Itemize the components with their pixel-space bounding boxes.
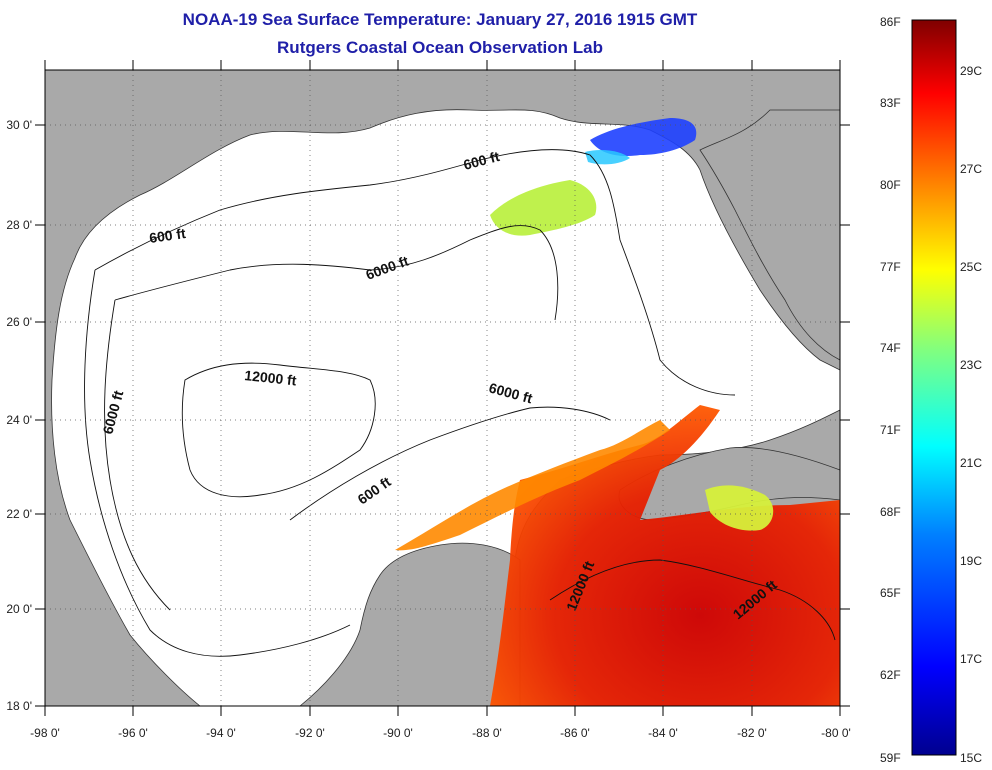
colorbar-f-label: 74F xyxy=(880,341,901,355)
lat-label: 28 0' xyxy=(6,218,32,232)
colorbar-c-label: 25C xyxy=(960,260,982,274)
lat-label: 22 0' xyxy=(6,507,32,521)
axis-ticks xyxy=(35,60,850,716)
colorbar xyxy=(911,19,957,756)
lon-label: -84 0' xyxy=(648,726,678,740)
lat-label: 18 0' xyxy=(6,699,32,713)
contour-600ft-west xyxy=(84,269,351,657)
sst-yellow-patch xyxy=(705,485,774,531)
florida-land xyxy=(699,109,841,361)
lon-label: -80 0' xyxy=(821,726,851,740)
latitude-labels: 18 0' 20 0' 22 0' 24 0' 26 0' 28 0' 30 0… xyxy=(6,118,32,713)
colorbar-f-label: 80F xyxy=(880,178,901,192)
colorbar-f-label: 71F xyxy=(880,423,901,437)
colorbar-c-label: 29C xyxy=(960,64,982,78)
map-title: NOAA-19 Sea Surface Temperature: January… xyxy=(182,10,698,29)
contour-12000ft-east xyxy=(549,559,836,641)
sst-green-patch xyxy=(490,180,597,236)
colorbar-c-label: 15C xyxy=(960,751,982,765)
contour-6000ft xyxy=(114,225,559,321)
sst-cool-patch xyxy=(590,118,697,157)
map-subtitle: Rutgers Coastal Ocean Observation Lab xyxy=(277,38,603,57)
longitude-labels: -98 0' -96 0' -94 0' -92 0' -90 0' -88 0… xyxy=(30,726,851,740)
bathymetry-contours xyxy=(84,149,836,657)
colorbar-f-label: 86F xyxy=(880,15,901,29)
colorbar-c-label: 19C xyxy=(960,554,982,568)
contour-label-12000-west: 12000 ft xyxy=(244,367,298,388)
colorbar-f-label: 77F xyxy=(880,260,901,274)
lon-label: -86 0' xyxy=(560,726,590,740)
colorbar-f-label: 68F xyxy=(880,505,901,519)
contour-6000ft-west xyxy=(104,299,171,611)
graticule xyxy=(45,70,840,706)
lon-label: -88 0' xyxy=(472,726,502,740)
colorbar-f-label: 83F xyxy=(880,96,901,110)
lon-label: -92 0' xyxy=(295,726,325,740)
colorbar-f-label: 62F xyxy=(880,668,901,682)
lon-label: -98 0' xyxy=(30,726,60,740)
contour-6000ft-south xyxy=(289,406,611,521)
colorbar-c-label: 21C xyxy=(960,456,982,470)
lat-label: 24 0' xyxy=(6,413,32,427)
lon-label: -96 0' xyxy=(118,726,148,740)
map-frame xyxy=(44,69,841,707)
colorbar-f-label: 59F xyxy=(880,751,901,765)
colorbar-celsius-labels: 29C 27C 25C 23C 21C 19C 17C 15C xyxy=(960,64,982,765)
lon-label: -90 0' xyxy=(383,726,413,740)
contour-12000ft xyxy=(181,362,376,498)
lat-label: 26 0' xyxy=(6,315,32,329)
colorbar-fahrenheit-labels: 86F 83F 80F 77F 74F 71F 68F 65F 62F 59F xyxy=(880,15,901,765)
colorbar-c-label: 23C xyxy=(960,358,982,372)
sst-cyan-patch xyxy=(585,150,630,165)
colorbar-c-label: 17C xyxy=(960,652,982,666)
colorbar-c-label: 27C xyxy=(960,162,982,176)
contour-600ft xyxy=(94,149,736,396)
lon-label: -94 0' xyxy=(206,726,236,740)
colorbar-f-label: 65F xyxy=(880,586,901,600)
lat-label: 20 0' xyxy=(6,602,32,616)
contour-label-600-west: 600 ft xyxy=(148,225,187,246)
lat-label: 30 0' xyxy=(6,118,32,132)
lon-label: -82 0' xyxy=(737,726,767,740)
sst-orange-band xyxy=(395,420,670,551)
